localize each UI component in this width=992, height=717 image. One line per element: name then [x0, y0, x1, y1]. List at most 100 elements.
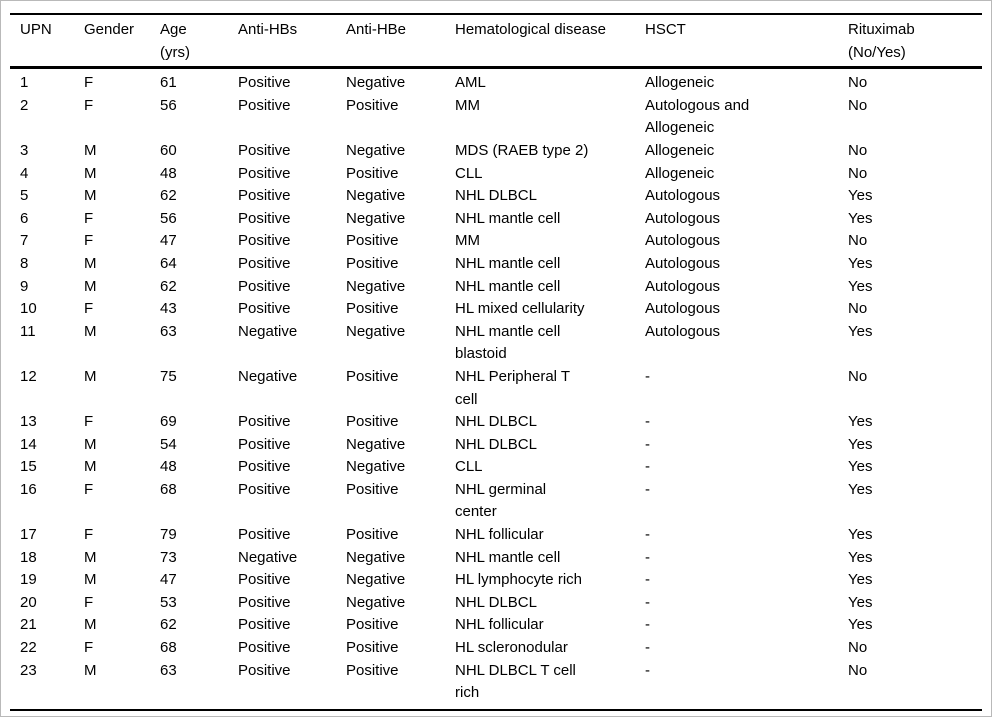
cell-hsct: Autologous: [645, 254, 721, 272]
cell-anti_hbe: Negative: [346, 571, 406, 589]
table-row: 9 M 62 Positive Negative NHL mantle cell Autol…: [10, 276, 982, 299]
cell-upn: 9: [20, 277, 29, 295]
cell-rituximab: Yes: [848, 458, 873, 476]
cell-upn: 12: [20, 367, 37, 385]
cell-rituximab: Yes: [848, 254, 873, 272]
cell-upn: 5: [20, 187, 29, 205]
table-row: 1 F 61 Positive Negative AML Allogeneic No: [10, 68, 982, 95]
cell-age: 79: [160, 526, 177, 544]
cell-anti_hbe: Positive: [346, 367, 399, 385]
cell-disease: CLL: [455, 458, 483, 476]
cell-disease: NHL mantle cell: [455, 254, 561, 272]
cell-anti_hbs: Positive: [238, 661, 291, 679]
cell-anti_hbe: Positive: [346, 232, 399, 250]
cell-age: 60: [160, 141, 177, 159]
cell-anti_hbs: Positive: [238, 74, 291, 92]
cell-age: 68: [160, 480, 177, 498]
cell-hsct: -: [645, 593, 650, 611]
cell-rituximab: No: [848, 96, 868, 114]
cell-hsct: -: [645, 639, 650, 657]
cell-gender: M: [84, 661, 97, 679]
cell-anti_hbs: Positive: [238, 435, 291, 453]
table-row: 10 F 43 Positive Positive HL mixed cellularit…: [10, 298, 982, 321]
table-row: 18 M 73 Negative Negative NHL mantle cell - Yes: [10, 547, 982, 570]
table-row: 7 F 47 Positive Positive MM Autologous No: [10, 230, 982, 253]
cell-rituximab: Yes: [848, 435, 873, 453]
cell-rituximab: Yes: [848, 187, 873, 205]
cell-gender: M: [84, 571, 97, 589]
cell-upn: 21: [20, 616, 37, 634]
cell-hsct: -: [645, 435, 650, 453]
cell-hsct: -: [645, 571, 650, 589]
table-row: 3 M 60 Positive Negative MDS (RAEB type 2) All…: [10, 140, 982, 163]
table-row: 20 F 53 Positive Negative NHL DLBCL - Yes: [10, 592, 982, 615]
cell-anti_hbe: Negative: [346, 141, 406, 159]
cell-anti_hbs: Positive: [238, 254, 291, 272]
cell-anti_hbs: Positive: [238, 480, 291, 498]
cell-anti_hbs: Positive: [238, 616, 291, 634]
table-row: 2 F 56 Positive Positive MM Autologous and All…: [10, 95, 982, 140]
cell-anti_hbs: Negative: [238, 322, 298, 340]
cell-upn: 23: [20, 661, 37, 679]
cell-age: 62: [160, 277, 177, 295]
cell-gender: F: [84, 593, 94, 611]
cell-disease: NHL DLBCL T cell rich: [455, 661, 576, 702]
cell-rituximab: No: [848, 367, 868, 385]
cell-rituximab: No: [848, 232, 868, 250]
cell-anti_hbs: Positive: [238, 300, 291, 318]
cell-gender: M: [84, 367, 97, 385]
cell-gender: F: [84, 639, 94, 657]
cell-anti_hbs: Positive: [238, 277, 291, 295]
cell-age: 61: [160, 74, 177, 92]
table-row: 5 M 62 Positive Negative NHL DLBCL Autologous Y…: [10, 185, 982, 208]
cell-anti_hbs: Positive: [238, 187, 291, 205]
cell-anti_hbs: Positive: [238, 526, 291, 544]
cell-anti_hbe: Positive: [346, 526, 399, 544]
col-header-anti-hbs: Anti-HBs: [238, 14, 346, 70]
cell-hsct: -: [645, 526, 650, 544]
cell-disease: HL lymphocyte rich: [455, 571, 582, 589]
cell-rituximab: Yes: [848, 548, 873, 566]
cell-gender: F: [84, 480, 94, 498]
col-header-age: Age (yrs): [160, 14, 238, 70]
patients-table: UPN Gender Age (yrs) Anti-HBs Anti-HBe H…: [10, 13, 982, 711]
cell-age: 47: [160, 232, 177, 250]
header-row: UPN Gender Age (yrs) Anti-HBs Anti-HBe H…: [10, 14, 982, 70]
cell-anti_hbs: Positive: [238, 96, 291, 114]
cell-upn: 1: [20, 74, 29, 92]
cell-disease: NHL follicular: [455, 616, 544, 634]
cell-anti_hbs: Positive: [238, 164, 291, 182]
cell-hsct: -: [645, 367, 650, 385]
cell-anti_hbe: Positive: [346, 164, 399, 182]
table-row: 6 F 56 Positive Negative NHL mantle cell Autol…: [10, 208, 982, 231]
cell-age: 53: [160, 593, 177, 611]
cell-gender: F: [84, 209, 94, 227]
cell-gender: M: [84, 141, 97, 159]
cell-disease: MDS (RAEB type 2): [455, 141, 589, 159]
cell-upn: 7: [20, 232, 29, 250]
cell-upn: 18: [20, 548, 37, 566]
table-row: 22 F 68 Positive Positive HL scleronodular - No: [10, 637, 982, 660]
cell-anti_hbe: Negative: [346, 458, 406, 476]
table-row: 8 M 64 Positive Positive NHL mantle cell Autol…: [10, 253, 982, 276]
cell-rituximab: Yes: [848, 526, 873, 544]
cell-hsct: -: [645, 548, 650, 566]
cell-anti_hbe: Negative: [346, 209, 406, 227]
cell-disease: NHL germinal center: [455, 480, 547, 521]
cell-upn: 22: [20, 639, 37, 657]
cell-anti_hbe: Negative: [346, 277, 406, 295]
cell-anti_hbs: Positive: [238, 413, 291, 431]
cell-anti_hbs: Positive: [238, 209, 291, 227]
cell-upn: 4: [20, 164, 29, 182]
cell-rituximab: No: [848, 300, 868, 318]
cell-upn: 20: [20, 593, 37, 611]
cell-rituximab: Yes: [848, 616, 873, 634]
cell-upn: 11: [20, 322, 36, 340]
cell-hsct: Autologous: [645, 277, 721, 295]
cell-gender: M: [84, 277, 97, 295]
cell-anti_hbs: Positive: [238, 639, 291, 657]
cell-upn: 6: [20, 209, 29, 227]
table-row: 12 M 75 Negative Positive NHL Peripheral T ce…: [10, 366, 982, 411]
table-row: 17 F 79 Positive Positive NHL follicular - Yes: [10, 524, 982, 547]
cell-age: 68: [160, 639, 177, 657]
